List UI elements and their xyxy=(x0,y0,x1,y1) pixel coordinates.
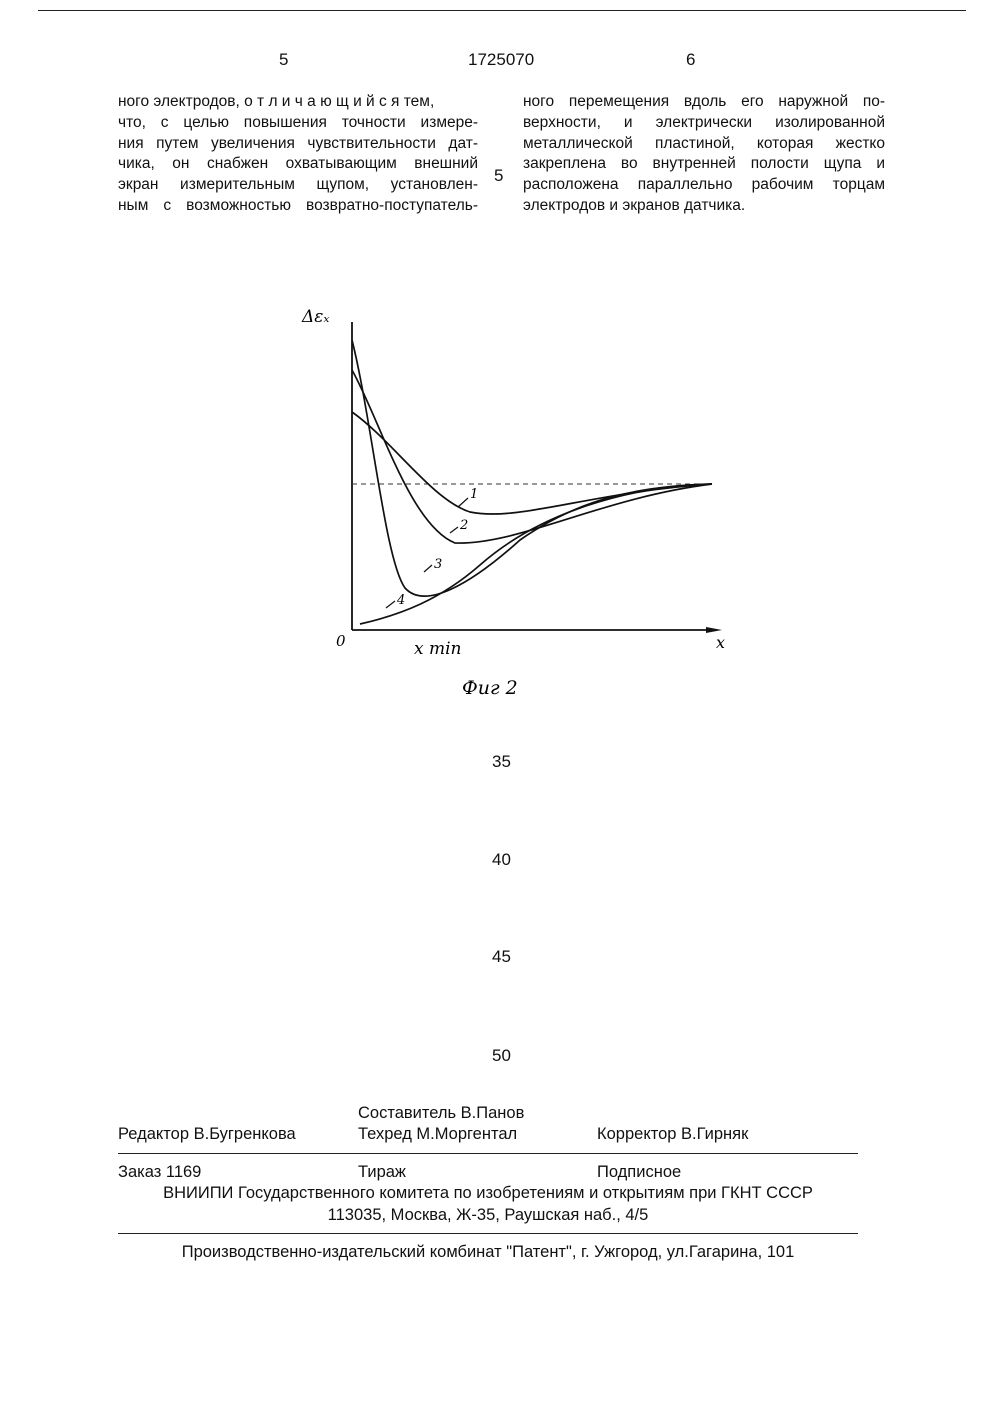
footer-rule-1 xyxy=(118,1153,858,1154)
margin-line-number: 35 xyxy=(492,752,511,772)
left-line: ния путем увеличения чувствительности да… xyxy=(118,134,478,155)
right-line: расположена параллельно рабочим торцам xyxy=(523,175,885,196)
left-line: ным с возможностью возвратно-поступатель… xyxy=(118,196,478,217)
margin-line-number: 45 xyxy=(492,947,511,967)
page-number-right: 6 xyxy=(686,50,695,70)
curve-4-leader xyxy=(386,601,395,608)
address: 113035, Москва, Ж-35, Раушская наб., 4/5 xyxy=(118,1206,858,1225)
page-number-left: 5 xyxy=(279,50,288,70)
order: Заказ 1169 xyxy=(118,1163,201,1182)
curve-label-4: 4 xyxy=(396,593,405,608)
left-line: ного электродов, о т л и ч а ю щ и й с я… xyxy=(118,92,478,113)
curve-4 xyxy=(360,484,712,624)
right-line: металлической пластиной, которая жестко xyxy=(523,134,885,155)
origin-label: 0 xyxy=(336,632,346,650)
top-rule xyxy=(38,10,966,11)
curve-label-2: 2 xyxy=(459,518,468,533)
left-line: экран измерительным щупом, установлен- xyxy=(118,175,478,196)
right-line: электродов и экранов датчика. xyxy=(523,196,885,217)
curve-label-1: 1 xyxy=(470,487,478,502)
circulation: Тираж xyxy=(358,1163,406,1182)
institute: ВНИИПИ Государственного комитета по изоб… xyxy=(118,1184,858,1203)
right-column: ного перемещения вдоль его наружной по- … xyxy=(523,92,885,217)
subscription: Подписное xyxy=(597,1163,681,1182)
curve-1 xyxy=(352,412,712,514)
right-line: закреплена во внутренней полости щупа и xyxy=(523,154,885,175)
left-line: чика, он снабжен охватывающим внешний xyxy=(118,154,478,175)
curve-1-leader xyxy=(458,498,468,507)
right-line: верхности, и электрически изолированной xyxy=(523,113,885,134)
axis-x-label: x min xyxy=(414,639,462,659)
curve-3-leader xyxy=(424,565,432,572)
compiler: Составитель В.Панов xyxy=(358,1104,524,1123)
corrector: Корректор В.Гирняк xyxy=(597,1125,748,1144)
curve-3 xyxy=(352,340,712,596)
curve-2 xyxy=(352,370,712,543)
figure-graph: Δεₓ 1 2 3 4 0 x min x Фиг 2 xyxy=(290,290,750,710)
editor: Редактор В.Бугренкова xyxy=(118,1125,296,1144)
curve-label-3: 3 xyxy=(434,557,442,572)
left-line: что, с целью повышения точности измере- xyxy=(118,113,478,134)
figure-caption: Фиг 2 xyxy=(462,677,518,699)
footer-rule-2 xyxy=(118,1233,858,1234)
left-column: ного электродов, о т л и ч а ю щ и й с я… xyxy=(118,92,478,217)
axis-x-end-label: x xyxy=(716,633,725,652)
axis-y-label: Δεₓ xyxy=(301,307,329,327)
publisher: Производственно-издательский комбинат "П… xyxy=(118,1243,858,1262)
right-line: ного перемещения вдоль его наружной по- xyxy=(523,92,885,113)
techred: Техред М.Моргентал xyxy=(358,1125,517,1144)
margin-line-number: 50 xyxy=(492,1046,511,1066)
margin-line-number: 40 xyxy=(492,850,511,870)
margin-line-number: 5 xyxy=(494,166,503,186)
patent-number: 1725070 xyxy=(468,50,534,70)
curve-2-leader xyxy=(450,527,458,533)
